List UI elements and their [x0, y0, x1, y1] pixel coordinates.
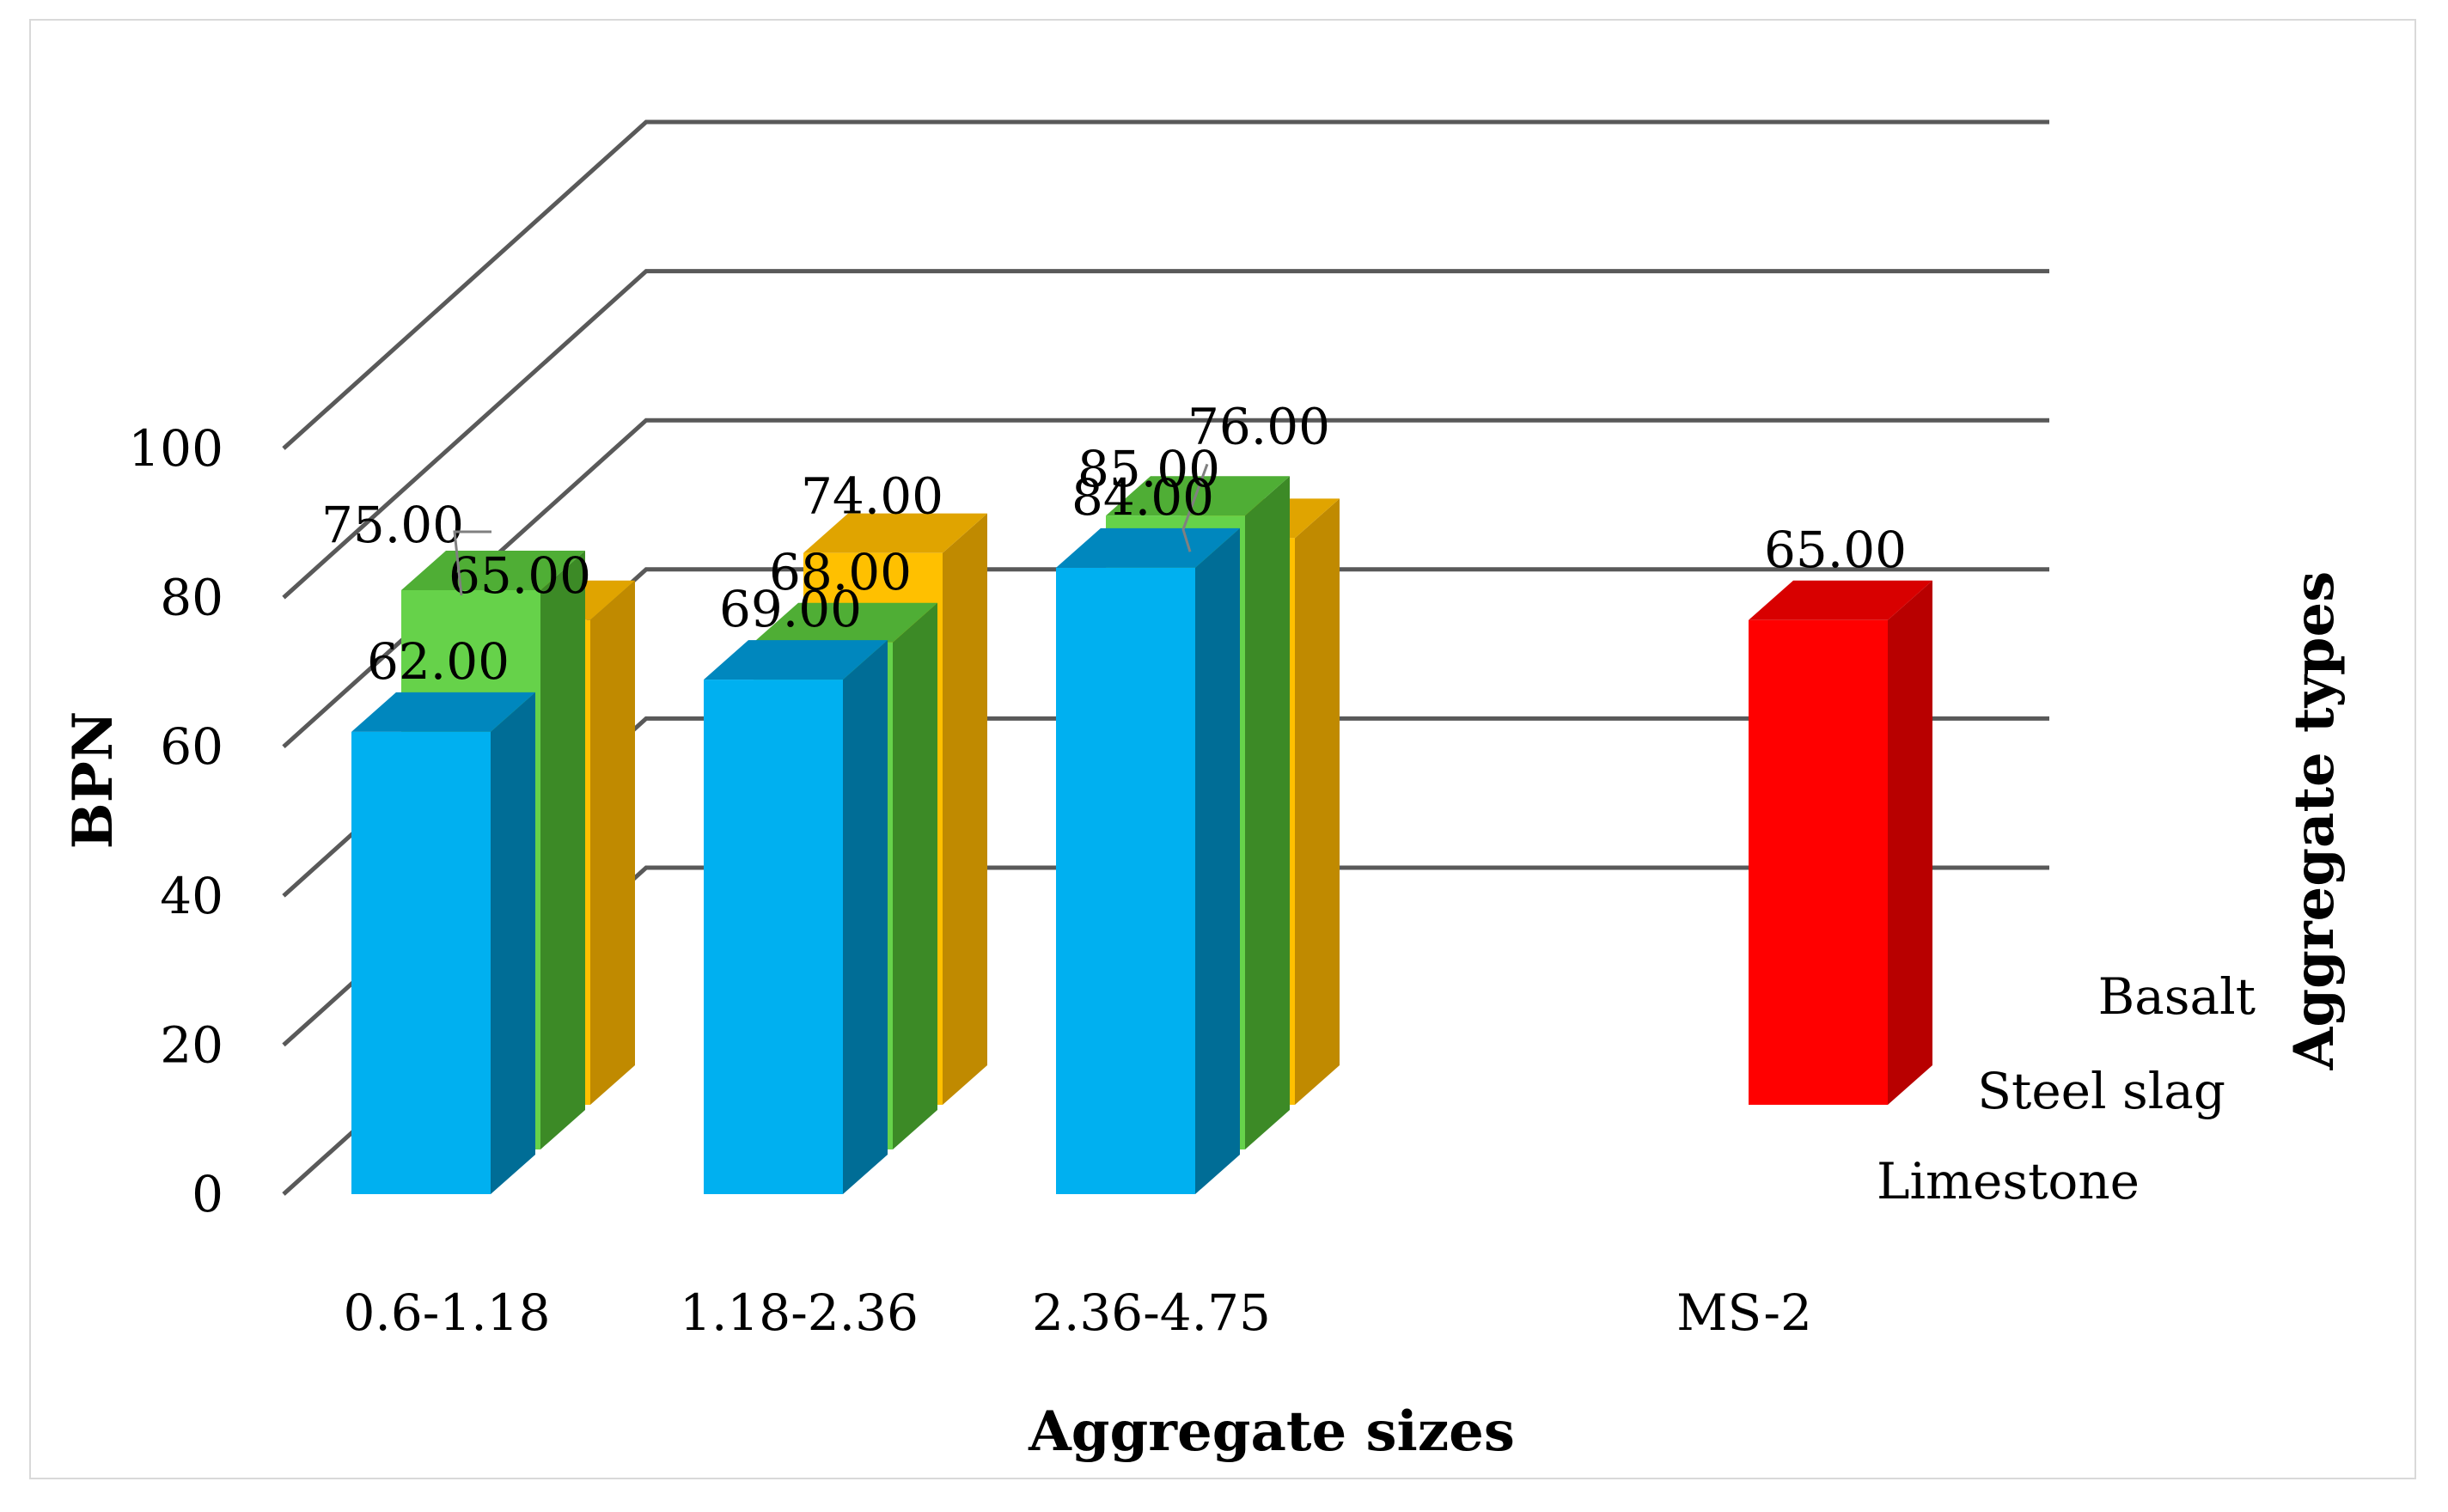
bar-top	[401, 551, 585, 590]
x-tick-label-ms-2: MS-2	[1676, 1283, 1812, 1342]
y-tick-label-100: 100	[128, 419, 223, 478]
data-label-steel-slag-0-6-1-18: 75.00	[321, 496, 464, 554]
y-axis-ticks: 0 20 40 60 80 100	[128, 419, 223, 1223]
bar-top	[1106, 476, 1290, 516]
leader-line-basalt-2-36-4-75	[1181, 463, 1209, 552]
x-axis-title: Aggregate sizes	[1028, 1399, 1515, 1464]
bar-side	[843, 640, 888, 1194]
x-tick-label-2-36-4-75: 2.36-4.75	[1032, 1283, 1271, 1342]
bar-side	[1245, 476, 1290, 1149]
bar-side	[1195, 527, 1240, 1194]
bar-front	[1749, 619, 1888, 1105]
bar-top	[1749, 580, 1932, 620]
data-label-basalt-ms-2: 65.00	[1764, 521, 1907, 579]
data-label-limestone-0-6-1-18: 62.00	[367, 632, 510, 691]
data-label-limestone-2-36-4-75: 84.00	[1071, 468, 1214, 527]
bar-front	[1056, 567, 1195, 1194]
gridline-80	[282, 269, 2049, 600]
series-label-basalt: Basalt	[2098, 967, 2256, 1026]
bar-basalt-ms-2	[1749, 580, 1932, 1105]
gridline-100	[282, 119, 2049, 450]
data-label-steel-slag-2-36-4-75: 85.00	[1077, 440, 1220, 498]
leader-line-steel-slag-0-6-1-18	[453, 530, 491, 596]
data-label-basalt-2-36-4-75: 76.00	[1187, 397, 1330, 455]
data-label-basalt-1-18-2-36: 74.00	[801, 467, 943, 526]
bar-side	[893, 602, 937, 1149]
bar-top	[704, 640, 888, 680]
y-tick-label-40: 40	[160, 867, 223, 925]
data-label-basalt-0-6-1-18: 65.00	[449, 546, 591, 605]
x-tick-label-0-6-1-18: 0.6-1.18	[344, 1283, 551, 1342]
bars	[351, 476, 1932, 1194]
depth-axis-title: Aggregate types	[2282, 571, 2347, 1071]
bar-limestone-1-18-2-36	[704, 640, 888, 1194]
bar-side	[943, 513, 987, 1105]
depth-axis-series-labels: Limestone Steel slag Basalt	[1877, 967, 2256, 1210]
bar-side	[491, 692, 535, 1194]
bar-front	[351, 731, 491, 1194]
bar-side	[1295, 498, 1340, 1105]
bar-limestone-0-6-1-18	[351, 692, 535, 1194]
y-tick-label-80: 80	[160, 569, 223, 627]
data-label-limestone-1-18-2-36: 69.00	[719, 580, 862, 638]
x-tick-label-1-18-2-36: 1.18-2.36	[680, 1283, 919, 1342]
data-label-steel-slag-1-18-2-36: 68.00	[769, 543, 912, 601]
bar-side	[590, 580, 635, 1105]
y-tick-label-20: 20	[160, 1015, 223, 1074]
y-tick-label-0: 0	[192, 1165, 223, 1223]
y-tick-label-60: 60	[160, 717, 223, 776]
bar-side	[1888, 580, 1932, 1105]
bar-top	[803, 513, 987, 553]
bar-top	[1056, 527, 1240, 568]
bar-side	[540, 551, 585, 1149]
series-label-steel-slag: Steel slag	[1977, 1062, 2225, 1120]
bar-top	[351, 692, 535, 732]
bar-limestone-2-36-4-75	[1056, 527, 1240, 1194]
bar-front	[704, 680, 843, 1194]
x-axis-categories: 0.6-1.18 1.18-2.36 2.36-4.75 MS-2	[344, 1283, 1812, 1342]
series-label-limestone: Limestone	[1877, 1152, 2140, 1210]
data-labels: 65.0074.0076.0065.0075.0068.0085.0062.00…	[321, 397, 1907, 691]
y-axis-title: BPN	[61, 711, 125, 850]
bar-top	[754, 602, 937, 643]
